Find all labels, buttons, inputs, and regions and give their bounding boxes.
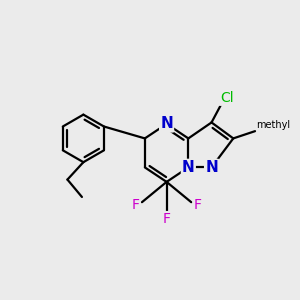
Text: F: F [194, 197, 202, 212]
Text: Cl: Cl [220, 91, 233, 105]
Text: N: N [205, 160, 218, 175]
Text: F: F [163, 212, 171, 226]
Text: F: F [132, 197, 140, 212]
Text: N: N [160, 116, 173, 131]
Text: N: N [182, 160, 195, 175]
Text: methyl: methyl [256, 120, 291, 130]
